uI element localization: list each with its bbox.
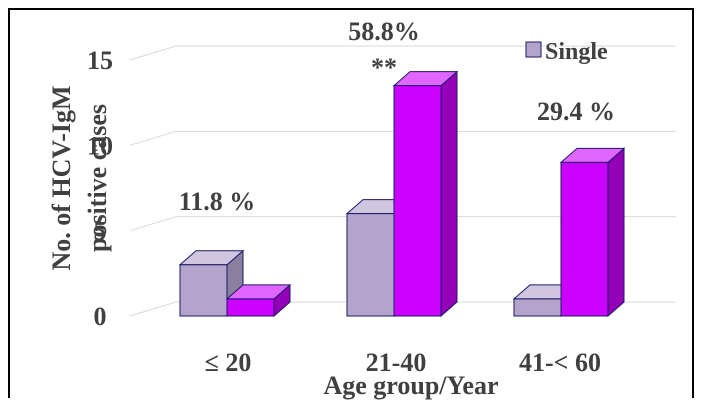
y-axis-label: No. of HCV-IgM — [47, 85, 76, 270]
legend-swatch — [525, 41, 542, 58]
bar-single — [513, 298, 562, 317]
chart-text: 0 5 10 15 ≤ 20 21-40 41-< 60 11.8 % 58.8% ** 29.4 … — [47, 17, 615, 400]
gridline-stub — [129, 301, 177, 317]
bar-side-series-2 — [607, 147, 625, 318]
bar-series-2 — [226, 298, 275, 317]
data-annotation: 11.8 % — [179, 187, 256, 216]
data-annotation: 58.8% — [348, 17, 420, 46]
bar-series-2 — [560, 161, 609, 317]
bar-side-series-2 — [440, 70, 458, 318]
gridline-stub — [129, 130, 177, 146]
bars — [178, 70, 626, 318]
legend-label: Single — [545, 39, 608, 65]
y-tick-label: 10 — [87, 131, 113, 160]
y-tick-label: 0 — [94, 302, 107, 331]
bar-single — [179, 264, 228, 317]
x-tick-label: ≤ 20 — [205, 348, 252, 377]
y-tick-label: 15 — [87, 46, 113, 75]
y-tick-label: 5 — [94, 217, 107, 246]
bar-single — [346, 213, 395, 317]
data-annotation: 29.4 % — [537, 97, 615, 126]
x-tick-label: 41-< 60 — [519, 348, 601, 377]
y-axis-label-line-2: positive cases — [83, 104, 112, 252]
bar-series-2 — [393, 85, 442, 317]
x-axis-label: Age group/Year — [323, 371, 498, 400]
gridline-stub — [129, 45, 177, 61]
data-annotation: ** — [371, 53, 397, 82]
gridline-stub — [129, 216, 177, 232]
x-tick-label: 21-40 — [366, 348, 427, 377]
